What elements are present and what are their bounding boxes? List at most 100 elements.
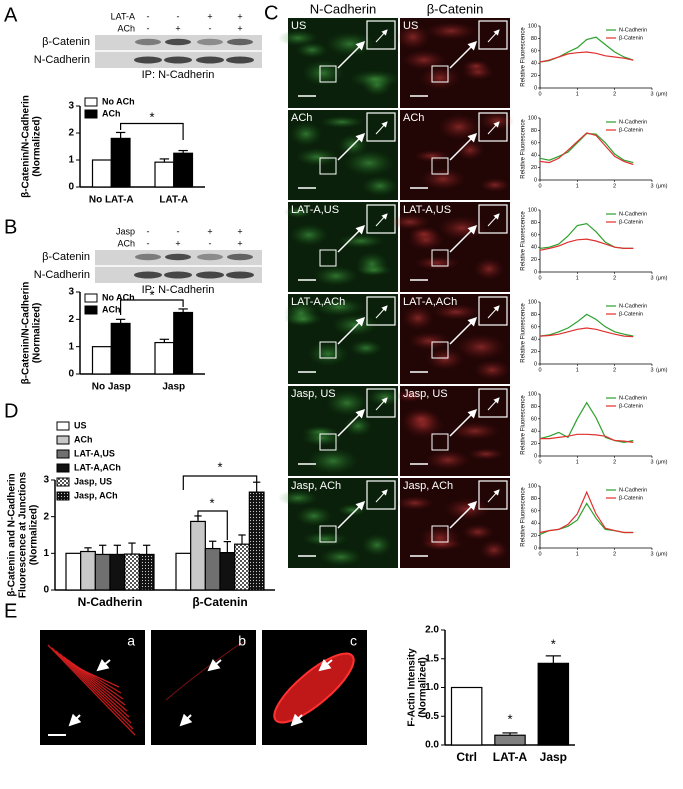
significance-star: * xyxy=(217,459,222,474)
cell-signal xyxy=(426,348,464,370)
legend-swatch xyxy=(56,449,70,459)
roi-arrow xyxy=(449,408,478,437)
roi-arrow xyxy=(337,224,366,253)
panel-label: C xyxy=(264,2,278,24)
bar xyxy=(110,322,131,375)
cell-signal xyxy=(480,540,508,560)
cell-signal xyxy=(462,524,494,540)
legend-swatch xyxy=(56,477,70,487)
y-tick-label: 2 xyxy=(68,314,74,325)
legend-label: β-Catenin xyxy=(619,35,643,41)
x-tick-label: Jasp xyxy=(540,750,567,764)
profile-line xyxy=(539,132,634,166)
y-tick-label: 0 xyxy=(534,85,537,91)
inset-box xyxy=(366,480,396,510)
actin-fiber xyxy=(165,639,247,701)
inset-arrow xyxy=(487,305,500,319)
significance-bracket xyxy=(119,122,184,140)
actin-fiber xyxy=(47,644,136,736)
cell-signal xyxy=(350,340,382,356)
blot-band xyxy=(227,38,253,46)
image-label: b xyxy=(238,633,246,649)
x-tick-label: 0 xyxy=(538,367,541,373)
panel-label: D xyxy=(4,400,18,422)
y-tick-label: 0 xyxy=(534,361,537,367)
legend-label: β-Catenin xyxy=(619,127,643,133)
blot-sign: - xyxy=(147,226,150,236)
cell-signal xyxy=(420,168,466,190)
legend-label: N-Cadherin xyxy=(619,27,647,33)
cell-signal xyxy=(278,30,318,46)
y-tick-label: 80 xyxy=(531,36,537,42)
image-label: LAT-A,US xyxy=(291,204,339,216)
profile-line xyxy=(539,313,634,337)
cell-signal xyxy=(368,388,402,406)
legend-label: N-Cadherin xyxy=(619,119,647,125)
cell-signal xyxy=(456,140,484,160)
y-tick-label: 40 xyxy=(531,337,537,343)
roi-box xyxy=(319,249,337,267)
legend-label: β-Catenin xyxy=(619,311,643,317)
y-tick-label: 1 xyxy=(68,155,74,166)
image-label: a xyxy=(127,633,135,649)
y-tick-label: 20 xyxy=(531,73,537,79)
x-tick-label: 1 xyxy=(576,183,579,189)
y-tick-label: 2 xyxy=(43,511,49,522)
roi-arrow xyxy=(337,500,366,529)
y-tick-label: 0 xyxy=(43,585,49,596)
significance-bracket xyxy=(119,299,184,315)
cell-signal xyxy=(396,496,434,510)
inset-box xyxy=(366,388,396,418)
y-tick-label: 1.0 xyxy=(425,682,439,693)
cell-signal xyxy=(408,332,450,350)
image-label: c xyxy=(350,633,357,649)
bar xyxy=(219,551,236,591)
y-axis-title: (Normalized) xyxy=(418,657,429,718)
legend-label: ACh xyxy=(74,434,93,444)
inset-box xyxy=(478,480,508,510)
cell-signal xyxy=(296,42,328,58)
blot-band xyxy=(135,253,161,261)
cell-signal xyxy=(468,448,504,460)
y-tick-label: 80 xyxy=(531,312,537,318)
blot-sign: + xyxy=(207,11,212,21)
blot-band xyxy=(196,56,224,64)
roi-arrow xyxy=(449,132,478,161)
x-tick-label: 3 xyxy=(650,551,653,557)
y-tick-label: 60 xyxy=(531,232,537,238)
profile-line xyxy=(539,222,634,249)
y-tick-label: 2.0 xyxy=(425,625,439,636)
cell-signal xyxy=(474,258,504,280)
x-tick-label: 0 xyxy=(538,183,541,189)
inset-box xyxy=(366,112,396,142)
blot-sign: - xyxy=(147,11,150,21)
profile-line xyxy=(539,327,634,338)
image-label: Jasp, ACh xyxy=(403,480,453,492)
blot-band xyxy=(226,271,254,279)
bar xyxy=(65,552,82,591)
cell-signal xyxy=(432,304,480,320)
image-arrow xyxy=(207,658,222,672)
legend-label: N-Cadherin xyxy=(619,303,647,309)
legend-label: β-Catenin xyxy=(619,403,643,409)
legend-label: LAT-A,ACh xyxy=(74,462,121,472)
roi-box xyxy=(319,433,337,451)
blot-sign: + xyxy=(237,238,242,248)
blot-sign: + xyxy=(237,23,242,33)
roi-box xyxy=(431,341,449,359)
x-axis-title: (μm) xyxy=(656,91,668,97)
legend-label: US xyxy=(74,420,87,430)
blot-band xyxy=(197,38,223,46)
x-tick-label: β-Catenin xyxy=(192,595,247,609)
cell-signal xyxy=(314,298,364,316)
actin-fiber xyxy=(51,647,134,730)
y-tick-label: 60 xyxy=(531,324,537,330)
bar xyxy=(234,543,250,591)
inset-arrow xyxy=(487,489,500,503)
bar xyxy=(110,137,131,188)
micrograph xyxy=(151,630,256,745)
legend-swatch xyxy=(84,305,98,315)
y-tick-label: 100 xyxy=(528,391,537,397)
cell-signal xyxy=(402,408,440,430)
y-axis-title: (Normalized) xyxy=(32,303,43,364)
